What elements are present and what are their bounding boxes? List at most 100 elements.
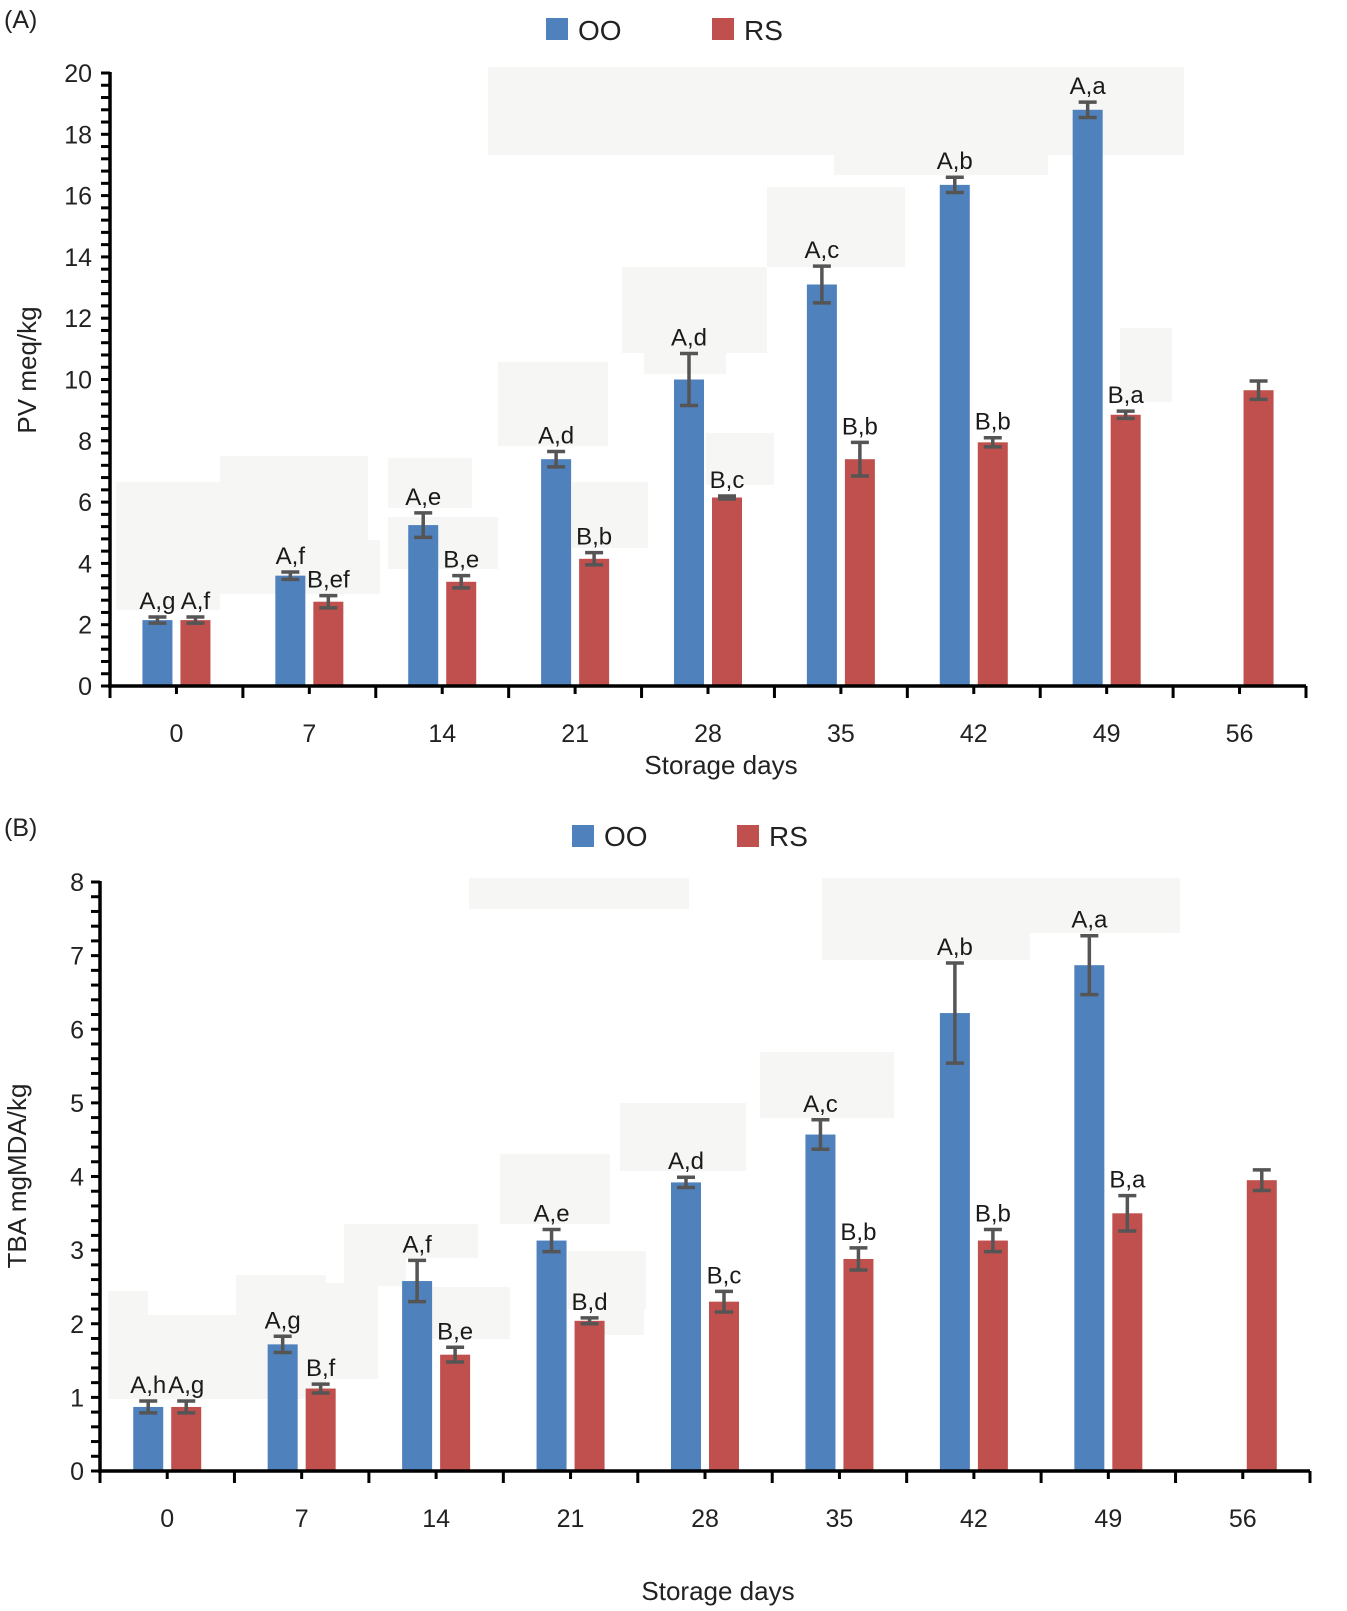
error-bar — [811, 1118, 830, 1152]
y-tick-label: 4 — [70, 1164, 84, 1192]
significance-label: A,a — [1071, 907, 1108, 934]
x-axis-title: Storage days — [641, 1576, 794, 1606]
significance-label: B,e — [437, 1318, 473, 1345]
error-bar — [547, 449, 566, 469]
legend-swatch-oo — [572, 825, 594, 847]
bar-oo-day-21 — [541, 459, 572, 686]
y-tick-label: 6 — [78, 489, 92, 517]
bar-oo-day-0 — [133, 1406, 164, 1471]
x-tick-label: 7 — [302, 720, 316, 748]
x-tick-label: 35 — [826, 1505, 854, 1533]
y-tick-label: 5 — [70, 1090, 84, 1118]
y-tick-label: 0 — [78, 673, 92, 701]
bar-rs-day-42 — [977, 442, 1008, 686]
error-bar — [983, 435, 1002, 449]
x-tick-label: 42 — [960, 1505, 988, 1533]
error-bar — [281, 570, 300, 582]
significance-label: A,f — [276, 543, 306, 570]
x-axis-title: Storage days — [644, 750, 797, 780]
legend-label-rs: RS — [769, 821, 808, 852]
error-bar — [1116, 409, 1135, 421]
y-tick-label: 10 — [64, 367, 92, 395]
x-tick-label: 56 — [1229, 1505, 1257, 1533]
bar-rs-day-21 — [579, 558, 610, 686]
error-bar — [1249, 379, 1268, 402]
error-bar — [812, 264, 831, 305]
significance-label: A,c — [803, 1091, 838, 1118]
significance-label: B,b — [840, 1219, 876, 1246]
bar-rs-day-21 — [574, 1320, 605, 1471]
significance-label: A,e — [405, 484, 441, 511]
significance-label: A,f — [181, 588, 211, 615]
error-bar — [542, 1227, 561, 1254]
y-tick-label: 6 — [70, 1016, 84, 1044]
significance-label: B,d — [572, 1289, 608, 1316]
label-bg-box — [760, 1052, 894, 1118]
significance-label: B,f — [306, 1355, 336, 1382]
x-tick-label: 49 — [1093, 720, 1121, 748]
bar-oo-day-7 — [267, 1344, 298, 1471]
significance-label: A,g — [168, 1372, 204, 1399]
label-bg-box — [344, 1224, 478, 1258]
label-bg-box — [600, 1283, 644, 1335]
bar-oo-day-14 — [408, 525, 439, 686]
legend-label-oo: OO — [604, 821, 648, 852]
label-bg-box — [116, 482, 220, 610]
bar-oo-day-14 — [402, 1281, 433, 1471]
error-bar — [983, 1227, 1002, 1254]
significance-label: B,ef — [307, 567, 350, 594]
error-bar — [715, 1289, 733, 1314]
label-bg-box — [498, 362, 608, 446]
significance-label: B,c — [710, 467, 745, 494]
label-bg-box — [500, 1154, 610, 1224]
bar-oo-day-49 — [1072, 109, 1103, 686]
bar-rs-day-28 — [712, 497, 742, 686]
label-bg-box — [572, 482, 648, 548]
error-bar — [1080, 933, 1099, 997]
bar-oo-day-21 — [536, 1240, 567, 1471]
label-bg-box — [108, 1291, 148, 1399]
bar-rs-day-14 — [440, 1354, 471, 1471]
label-bg-box — [622, 267, 767, 353]
x-tick-label: 0 — [160, 1505, 174, 1533]
bar-rs-day-7 — [305, 1388, 336, 1471]
label-bg-box — [1120, 328, 1172, 402]
error-bar — [585, 550, 604, 567]
significance-label: A,d — [671, 324, 707, 351]
label-bg-box — [344, 1258, 406, 1286]
bar-oo-day-28 — [671, 1182, 701, 1471]
significance-label: A,g — [139, 588, 175, 615]
y-tick-label: 12 — [64, 305, 92, 333]
legend-label-oo: OO — [578, 15, 622, 46]
legend-swatch-oo — [546, 18, 568, 40]
x-tick-label: 14 — [422, 1505, 450, 1533]
label-bg-box — [706, 433, 774, 485]
significance-label: B,a — [1109, 1167, 1146, 1194]
significance-label: A,a — [1070, 73, 1107, 100]
bar-rs-day-7 — [313, 601, 344, 686]
bar-oo-day-35 — [806, 284, 837, 686]
x-tick-label: 35 — [827, 720, 855, 748]
significance-label: A,c — [805, 237, 840, 264]
error-bar — [1118, 1193, 1137, 1233]
error-bar — [414, 511, 433, 540]
label-bg-box — [388, 458, 472, 508]
bar-oo-day-7 — [275, 575, 306, 686]
legend-swatch-rs — [712, 18, 734, 40]
error-bar — [273, 1334, 292, 1355]
significance-label: A,h — [130, 1372, 166, 1399]
significance-label: B,b — [975, 1201, 1011, 1228]
label-bg-box — [822, 878, 1030, 960]
x-tick-label: 0 — [169, 720, 183, 748]
significance-label: A,b — [937, 934, 973, 961]
bar-rs-day-0 — [171, 1406, 202, 1471]
significance-label: A,d — [668, 1148, 704, 1175]
legend-swatch-rs — [737, 825, 759, 847]
x-tick-label: 7 — [295, 1505, 309, 1533]
label-bg-box — [834, 67, 1048, 175]
significance-label: A,d — [538, 423, 574, 450]
error-bar — [580, 1316, 599, 1326]
error-bar — [311, 1382, 330, 1395]
error-bar — [186, 615, 205, 625]
error-bar — [177, 1399, 196, 1415]
